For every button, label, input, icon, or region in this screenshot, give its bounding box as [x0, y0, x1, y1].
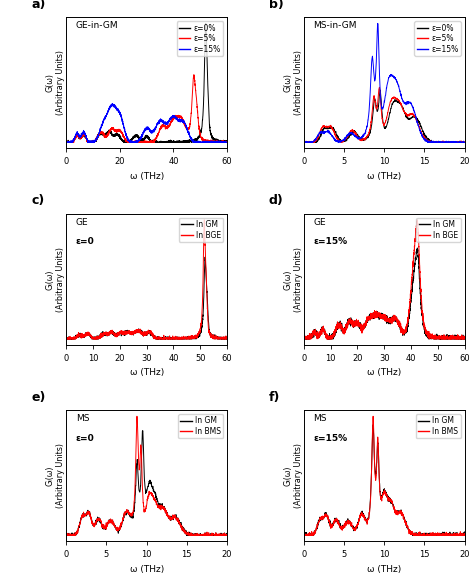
Legend: ε=0%, ε=5%, ε=15%: ε=0%, ε=5%, ε=15% — [177, 22, 223, 56]
Text: d): d) — [269, 194, 283, 207]
X-axis label: ω (THz): ω (THz) — [367, 368, 401, 377]
Text: ε=15%: ε=15% — [314, 237, 348, 246]
Y-axis label: Gᵢ(ω)
(Arbitrary Units): Gᵢ(ω) (Arbitrary Units) — [46, 247, 65, 312]
Legend: In GM, In BMS: In GM, In BMS — [416, 414, 461, 438]
Y-axis label: G(ω)
(Arbitrary Units): G(ω) (Arbitrary Units) — [46, 51, 65, 115]
Y-axis label: Gᵢ(ω)
(Arbitrary Units): Gᵢ(ω) (Arbitrary Units) — [283, 443, 302, 508]
Legend: In GM, In BGE: In GM, In BGE — [417, 218, 461, 242]
X-axis label: ω (THz): ω (THz) — [129, 368, 164, 377]
Text: e): e) — [31, 391, 46, 404]
Text: MS: MS — [314, 414, 327, 423]
X-axis label: ω (THz): ω (THz) — [129, 172, 164, 181]
Legend: ε=0%, ε=5%, ε=15%: ε=0%, ε=5%, ε=15% — [414, 22, 461, 56]
Text: a): a) — [31, 0, 46, 11]
X-axis label: ω (THz): ω (THz) — [367, 565, 401, 574]
Text: GE: GE — [76, 218, 89, 227]
Text: MS: MS — [76, 414, 90, 423]
Legend: In GM, In BGE: In GM, In BGE — [179, 218, 223, 242]
Text: f): f) — [269, 391, 280, 404]
Text: b): b) — [269, 0, 283, 11]
Text: GE: GE — [314, 218, 326, 227]
Legend: In GM, In BMS: In GM, In BMS — [178, 414, 223, 438]
Text: GE-in-GM: GE-in-GM — [76, 22, 118, 30]
X-axis label: ω (THz): ω (THz) — [367, 172, 401, 181]
Text: ε=0: ε=0 — [76, 237, 95, 246]
Text: MS-in-GM: MS-in-GM — [314, 22, 357, 30]
Text: ε=15%: ε=15% — [314, 434, 348, 443]
Text: c): c) — [31, 194, 44, 207]
Y-axis label: G(ω)
(Arbitrary Units): G(ω) (Arbitrary Units) — [283, 51, 302, 115]
X-axis label: ω (THz): ω (THz) — [129, 565, 164, 574]
Y-axis label: Gᵢ(ω)
(Arbitrary Units): Gᵢ(ω) (Arbitrary Units) — [283, 247, 302, 312]
Text: ε=0: ε=0 — [76, 434, 95, 443]
Y-axis label: Gᵢ(ω)
(Arbitrary Units): Gᵢ(ω) (Arbitrary Units) — [46, 443, 65, 508]
